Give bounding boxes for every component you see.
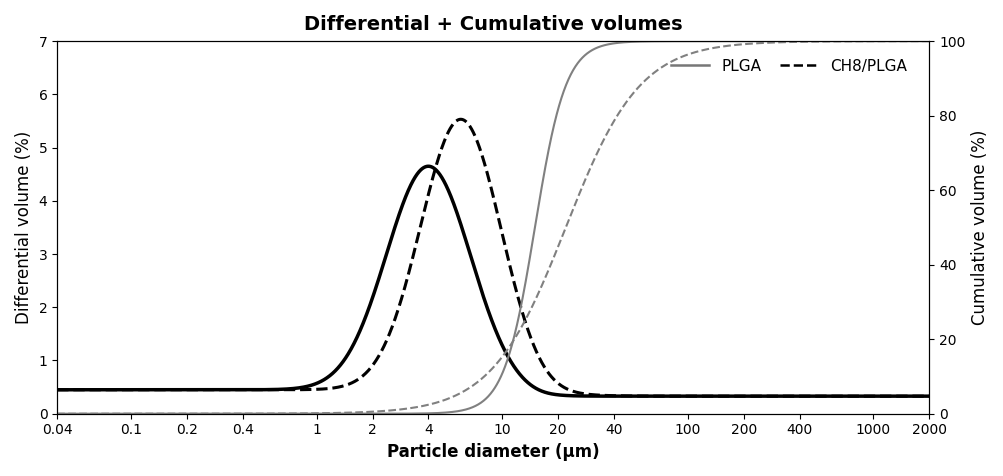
Legend: PLGA, CH8/PLGA: PLGA, CH8/PLGA bbox=[664, 52, 912, 79]
Title: Differential + Cumulative volumes: Differential + Cumulative volumes bbox=[304, 15, 682, 34]
Y-axis label: Differential volume (%): Differential volume (%) bbox=[15, 131, 33, 324]
X-axis label: Particle diameter (μm): Particle diameter (μm) bbox=[386, 443, 599, 461]
Y-axis label: Cumulative volume (%): Cumulative volume (%) bbox=[970, 130, 988, 325]
